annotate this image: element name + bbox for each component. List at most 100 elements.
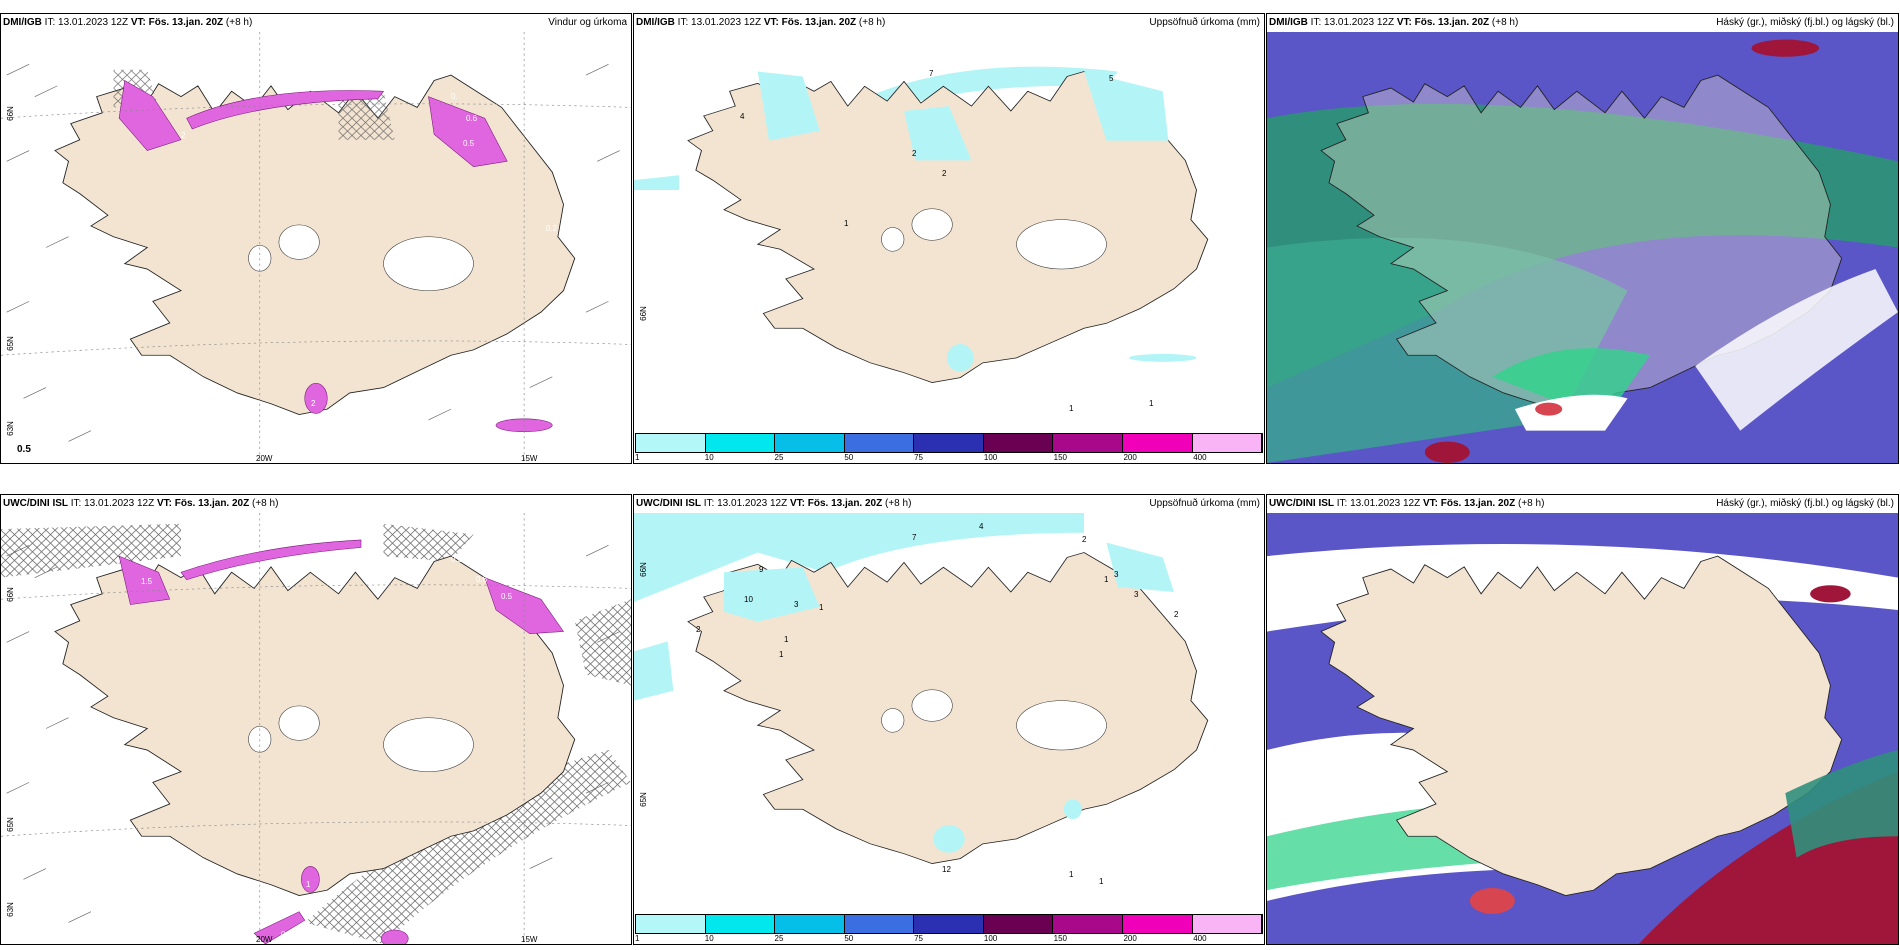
colorbar-swatch <box>775 434 845 452</box>
precip-map <box>634 513 1209 865</box>
hatched-areas <box>1 523 631 944</box>
high-cloud <box>1469 887 1515 914</box>
init-time: IT: 13.01.2023 12Z <box>1310 17 1395 28</box>
valid-time: VT: Fös. 13.jan. 20Z <box>1422 498 1516 509</box>
forecast-offset: (+8 h) <box>858 17 886 28</box>
colorbar-tick-label: 75 <box>914 934 924 943</box>
colorbar-tick-label: 1 <box>635 453 640 462</box>
precip-label: 0.2 <box>546 224 558 233</box>
colorbar-swatch <box>636 915 706 933</box>
colorbar-swatch <box>636 434 706 452</box>
panel-precip-bottom: UWC/DINI ISL IT: 13.01.2023 12Z VT: Fös.… <box>633 494 1265 945</box>
amount-label: 12 <box>942 865 951 874</box>
colorbar-tick-label: 400 <box>1193 453 1207 462</box>
precip-areas <box>634 71 1197 372</box>
precip-label: 0. <box>451 92 458 101</box>
colorbar-swatch <box>1192 434 1263 452</box>
amount-label: 3 <box>1114 570 1119 579</box>
panel-header: DMI/IGB IT: 13.01.2023 12Z VT: Fös. 13.j… <box>634 14 1264 32</box>
precip-band <box>836 66 1118 121</box>
panel-cloud-bottom: UWC/DINI ISL IT: 13.01.2023 12Z VT: Fös.… <box>1266 494 1899 945</box>
glacier <box>881 708 905 733</box>
forecast-offset: (+8 h) <box>225 17 253 28</box>
colorbar-tick-label: 50 <box>844 934 854 943</box>
amount-label: 1 <box>1069 404 1074 413</box>
lat-label: 63N <box>5 421 15 436</box>
colorbar <box>635 433 1263 453</box>
wind-map <box>1 32 631 463</box>
amount-label: 1 <box>1099 877 1104 886</box>
lat-label: 65N <box>5 336 15 351</box>
model-source: DMI/IGB <box>3 17 42 28</box>
precip-areas <box>724 542 1174 853</box>
precip-label: 0.6 <box>466 114 478 123</box>
valid-time: VT: Fös. 13.jan. 20Z <box>130 17 224 28</box>
precip-label: 1.5 <box>141 577 153 586</box>
colorbar-tick-label: 200 <box>1123 453 1137 462</box>
amount-label: 1 <box>1149 399 1154 408</box>
amount-label: 4 <box>979 522 984 531</box>
colorbar-swatch <box>844 915 915 933</box>
model-source: DMI/IGB <box>1269 17 1308 28</box>
colorbar-swatch <box>1192 915 1263 933</box>
amount-label: 9 <box>759 565 764 574</box>
panel-header: UWC/DINI ISL IT: 13.01.2023 12Z VT: Fös.… <box>634 495 1264 513</box>
lat-label: 66N <box>638 306 648 321</box>
high-cloud <box>1751 39 1820 57</box>
colorbar-tick-label: 10 <box>704 453 714 462</box>
graticule <box>1 32 631 463</box>
amount-label: 1 <box>844 219 849 228</box>
panel-title: Uppsöfnuð úrkoma (mm) <box>1149 498 1260 509</box>
amount-label: 7 <box>912 533 917 542</box>
valid-time: VT: Fös. 13.jan. 20Z <box>156 498 250 509</box>
valid-time: VT: Fös. 13.jan. 20Z <box>763 17 857 28</box>
corner-value-label: 0.5 <box>17 444 31 455</box>
colorbar-swatch <box>983 434 1054 452</box>
precip-map <box>634 66 1209 384</box>
amount-label: 7 <box>929 69 934 78</box>
precip-band <box>634 513 1084 602</box>
colorbar-tick-label: 10 <box>704 934 714 943</box>
precip-label: 0.5 <box>463 139 475 148</box>
panel-wind-top: DMI/IGB IT: 13.01.2023 12Z VT: Fös. 13.j… <box>0 13 632 464</box>
precip-label: 0.5 <box>501 592 513 601</box>
colorbar-swatch <box>1053 915 1123 933</box>
colorbar-tick-label: 50 <box>844 453 854 462</box>
colorbar-swatch <box>1122 434 1193 452</box>
colorbar-swatch <box>775 915 845 933</box>
colorbar-tick-label: 25 <box>774 453 784 462</box>
amount-label: 2 <box>912 149 917 158</box>
forecast-offset: (+8 h) <box>885 498 912 509</box>
precip-label: 0.6 <box>476 575 488 584</box>
glacier <box>911 689 953 722</box>
amount-label: 2 <box>942 169 947 178</box>
panel-precip-top: DMI/IGB IT: 13.01.2023 12Z VT: Fös. 13.j… <box>633 13 1265 464</box>
colorbar-tick-label: 1 <box>635 934 640 943</box>
low-cloud <box>1785 750 1898 858</box>
glacier <box>383 717 474 772</box>
precip-areas <box>118 80 553 433</box>
init-time: IT: 13.01.2023 12Z <box>677 17 762 28</box>
high-cloud <box>1535 402 1563 416</box>
cloud-map <box>1267 32 1898 463</box>
glacier <box>278 705 320 741</box>
lon-label: 20W <box>256 935 273 944</box>
colorbar-swatch <box>1122 915 1193 933</box>
glacier <box>911 208 953 241</box>
high-cloud <box>1424 441 1470 463</box>
colorbar-swatch <box>705 434 776 452</box>
colorbar-tick-label: 150 <box>1053 453 1068 462</box>
lat-label: 65N <box>5 817 15 832</box>
precip-label: 2 <box>311 399 316 408</box>
lon-label: 15W <box>521 935 538 944</box>
colorbar-swatch <box>983 915 1054 933</box>
panel-header: DMI/IGB IT: 13.01.2023 12Z VT: Fös. 13.j… <box>1 14 631 32</box>
amount-label: 1 <box>784 635 789 644</box>
colorbar-tick-label: 400 <box>1193 934 1207 943</box>
valid-time: VT: Fös. 13.jan. 20Z <box>789 498 883 509</box>
colorbar-tick-label: 75 <box>914 453 924 462</box>
forecast-offset: (+8 h) <box>252 498 279 509</box>
model-source: UWC/DINI ISL <box>3 498 68 509</box>
amount-label: 2 <box>696 625 701 634</box>
precip-band <box>634 641 674 701</box>
